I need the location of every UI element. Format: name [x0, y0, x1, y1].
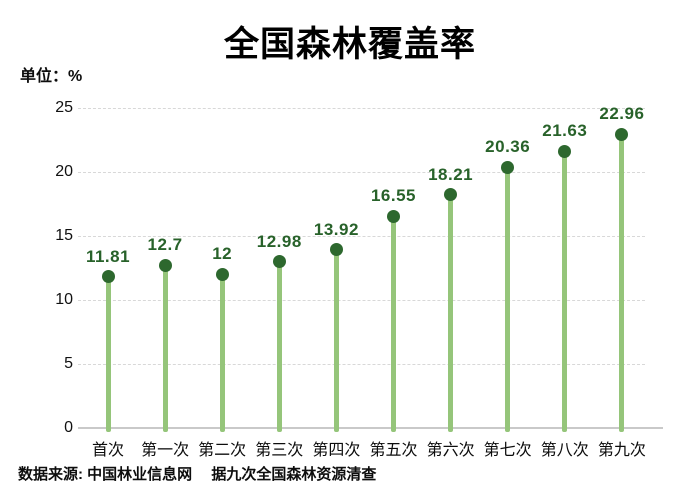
y-axis-tick-label: 0 [64, 419, 73, 436]
value-label: 18.21 [428, 164, 474, 184]
gridline [78, 172, 645, 173]
lollipop-stem [391, 216, 396, 432]
lollipop-stem [219, 274, 225, 432]
lollipop-stem [162, 265, 168, 432]
x-axis-label: 第一次 [141, 442, 190, 459]
x-axis-label: 第七次 [483, 442, 532, 459]
lollipop-stem [333, 249, 339, 432]
unit-label: 单位：% [20, 68, 83, 85]
lollipop-dot [501, 160, 515, 174]
value-label: 21.63 [542, 121, 588, 141]
x-axis-label: 第八次 [540, 442, 589, 459]
value-label: 22.96 [599, 104, 645, 124]
lollipop-stem [448, 194, 454, 432]
value-label: 12.98 [256, 231, 302, 251]
y-axis-tick-label: 20 [55, 163, 73, 180]
lollipop-dot [329, 243, 343, 257]
lollipop-dot [158, 258, 172, 272]
gridline [78, 236, 645, 237]
x-axis-baseline [78, 427, 663, 429]
x-axis-label: 第三次 [255, 442, 304, 459]
lollipop-dot [444, 188, 458, 202]
value-label: 12 [212, 244, 233, 264]
lollipop-dot [215, 267, 229, 281]
lollipop-stem [505, 167, 511, 432]
lollipop-dot [615, 127, 629, 141]
x-axis-label: 第六次 [426, 442, 475, 459]
y-axis: 0 5 10 15 20 25 [18, 99, 73, 436]
lollipop-dot [272, 255, 286, 269]
lollipop-dot [558, 144, 572, 158]
source-note: 数据来源: 中国林业信息网 据九次全国森林资源清查 [18, 466, 377, 483]
plot-area: 11.81 首次 12.7 第一次 12 第二次 12.98 第三次 13.92 第四次 16.55… [78, 104, 663, 459]
lollipop-stem [619, 134, 625, 432]
value-label: 12.7 [147, 235, 183, 255]
x-axis-label: 第二次 [198, 442, 247, 459]
x-axis-label: 第四次 [312, 442, 361, 459]
lollipop-dot [101, 270, 115, 284]
y-axis-tick-label: 10 [55, 291, 73, 308]
value-label: 20.36 [485, 137, 531, 157]
x-axis-label: 第五次 [369, 442, 418, 459]
lollipop-stem [562, 151, 568, 432]
y-axis-tick-label: 25 [55, 99, 73, 116]
y-axis-tick-label: 5 [64, 355, 73, 372]
value-label: 16.55 [370, 186, 417, 206]
lollipop-dot [387, 209, 400, 223]
y-axis-tick-label: 15 [55, 227, 73, 244]
gridline [78, 108, 645, 109]
gridline [78, 300, 645, 301]
value-label: 13.92 [313, 219, 359, 239]
lollipop-stem [276, 261, 282, 432]
chart-title: 全国森林覆盖率 [223, 25, 476, 64]
value-label: 11.81 [85, 246, 131, 266]
gridline [78, 364, 645, 365]
x-axis-label: 首次 [91, 442, 124, 459]
x-axis-label: 第九次 [597, 442, 646, 459]
lollipop-stem [105, 276, 111, 432]
